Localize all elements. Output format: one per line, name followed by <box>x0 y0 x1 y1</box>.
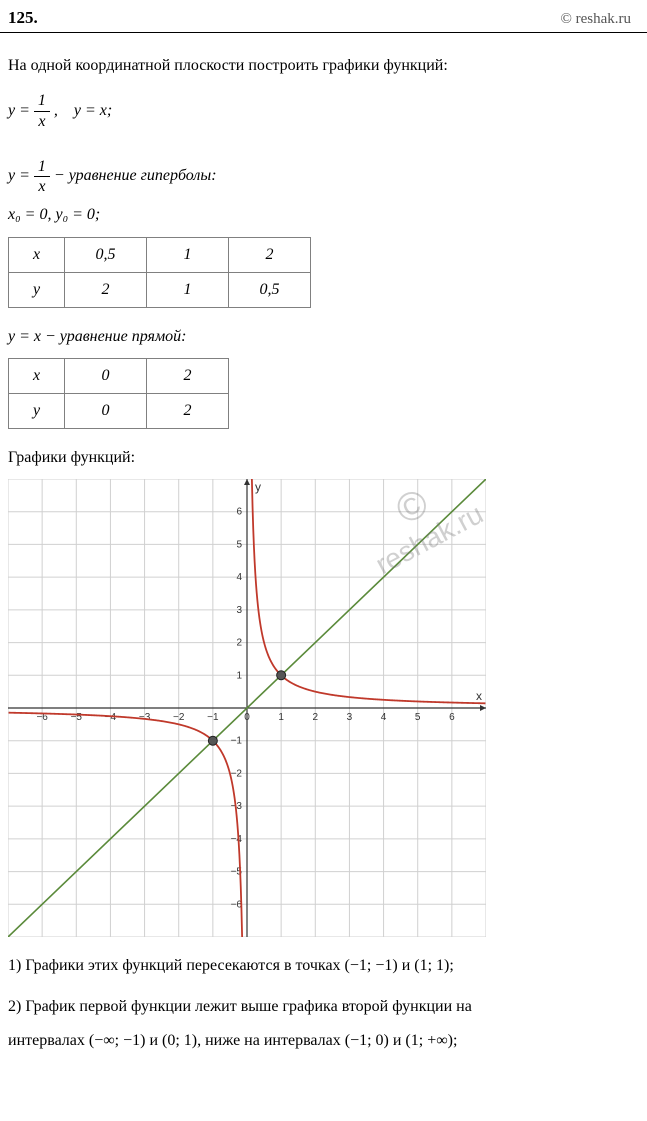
svg-text:5: 5 <box>236 540 242 551</box>
chart: −6−5−4−3−2−10123456−6−5−4−3−2−1123456xy <box>8 479 486 937</box>
svg-text:2: 2 <box>313 712 319 723</box>
cell: 0,5 <box>229 272 311 307</box>
eq1-lhs: y = <box>8 102 30 120</box>
content: На одной координатной плоскости построит… <box>0 33 647 1082</box>
conclusion-1: 1) Графики этих функций пересекаются в т… <box>8 951 639 981</box>
svg-text:0: 0 <box>244 712 250 723</box>
eq-sep: , <box>54 102 70 120</box>
header: 125. © reshak.ru <box>0 0 647 33</box>
svg-text:−1: −1 <box>207 712 219 723</box>
frac-den: x <box>34 112 49 131</box>
table-row: y 2 1 0,5 <box>9 272 311 307</box>
intro-text: На одной координатной плоскости построит… <box>8 51 639 81</box>
svg-text:y: y <box>255 480 261 494</box>
equations: y = 1 x , y = x; <box>8 91 639 130</box>
frac-num: 1 <box>34 91 50 111</box>
conclusion-2b: интервалах (−∞; −1) и (0; 1), ниже на ин… <box>8 1026 639 1056</box>
table-row: x 0,5 1 2 <box>9 237 311 272</box>
svg-text:4: 4 <box>236 572 242 583</box>
conclusion-2a: 2) График первой функции лежит выше граф… <box>8 992 639 1022</box>
hyperbola-center: x₀ = 0, y₀ = 0; <box>8 200 639 230</box>
svg-text:1: 1 <box>278 712 284 723</box>
cell: 0 <box>65 358 147 393</box>
fraction-2: 1 x <box>34 157 50 196</box>
c1-pts: (−1; −1) и (1; 1); <box>345 957 454 974</box>
cell-y-label: y <box>9 393 65 428</box>
fraction: 1 x <box>34 91 50 130</box>
table-line: x 0 2 y 0 2 <box>8 358 229 429</box>
copyright: © reshak.ru <box>560 11 631 28</box>
cell-y-label: y <box>9 272 65 307</box>
hyp-suffix: − уравнение гиперболы: <box>54 167 217 185</box>
cell-x-label: x <box>9 237 65 272</box>
graphs-label: Графики функций: <box>8 443 639 473</box>
eq2: y = x; <box>74 102 112 120</box>
svg-text:−3: −3 <box>139 712 151 723</box>
table-hyperbola: x 0,5 1 2 y 2 1 0,5 <box>8 237 311 308</box>
svg-text:3: 3 <box>236 605 242 616</box>
table-row: x 0 2 <box>9 358 229 393</box>
frac2-num: 1 <box>34 157 50 177</box>
svg-text:x: x <box>476 689 482 703</box>
svg-text:5: 5 <box>415 712 421 723</box>
cell: 0,5 <box>65 237 147 272</box>
cell: 1 <box>147 237 229 272</box>
frac2-den: x <box>34 177 49 196</box>
svg-text:2: 2 <box>236 638 242 649</box>
cell: 2 <box>229 237 311 272</box>
problem-number: 125. <box>8 8 38 28</box>
svg-text:−2: −2 <box>173 712 185 723</box>
cell: 2 <box>147 393 229 428</box>
svg-text:3: 3 <box>347 712 353 723</box>
svg-text:−2: −2 <box>231 769 243 780</box>
svg-text:6: 6 <box>236 507 242 518</box>
cell: 2 <box>65 272 147 307</box>
line-desc: y = x − уравнение прямой: <box>8 322 639 352</box>
cell: 2 <box>147 358 229 393</box>
svg-text:4: 4 <box>381 712 387 723</box>
table-row: y 0 2 <box>9 393 229 428</box>
c1-prefix: 1) Графики этих функций пересекаются в т… <box>8 957 345 974</box>
chart-container: −6−5−4−3−2−10123456−6−5−4−3−2−1123456xy … <box>8 479 486 937</box>
hyperbola-desc: y = 1 x − уравнение гиперболы: <box>8 157 639 196</box>
svg-text:1: 1 <box>236 671 242 682</box>
svg-text:−4: −4 <box>105 712 117 723</box>
svg-text:−4: −4 <box>231 834 243 845</box>
cell: 1 <box>147 272 229 307</box>
cell-x-label: x <box>9 358 65 393</box>
hyp-prefix: y = <box>8 167 30 185</box>
svg-text:6: 6 <box>449 712 455 723</box>
cell: 0 <box>65 393 147 428</box>
svg-text:−1: −1 <box>231 736 243 747</box>
